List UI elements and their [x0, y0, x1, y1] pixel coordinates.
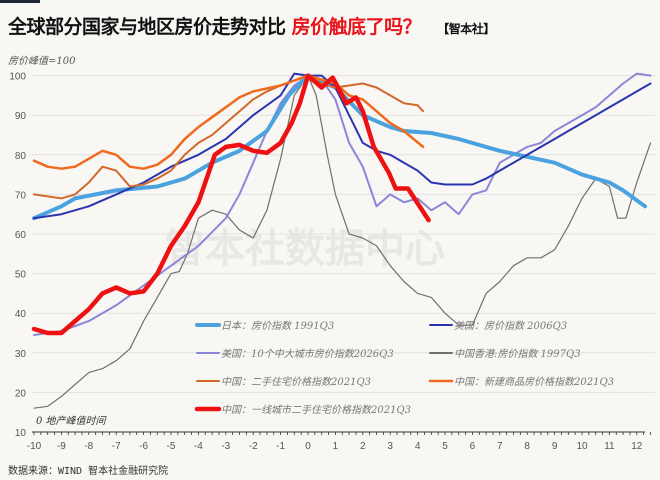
series-line-3: [33, 75, 652, 409]
legend-label: 美国：10个中大城市房价指数2026Q3: [221, 348, 394, 360]
y-tick-label: 40: [15, 309, 27, 320]
x-tick-label: 5: [442, 441, 448, 452]
x-tick-label: 8: [524, 441, 530, 452]
legend-label: 中国香港:房价指数 1997Q3: [454, 348, 581, 360]
series-line-6: [31, 73, 431, 336]
legend-label: 中国：二手住宅价格指数2021Q3: [221, 376, 371, 388]
x-tick-label: 4: [415, 441, 421, 452]
x-axis-note: 0 地产峰值时间: [36, 415, 108, 427]
x-tick-label: 7: [497, 441, 503, 452]
x-tick-label: 9: [552, 441, 558, 452]
x-tick-label: -8: [84, 441, 93, 452]
x-tick-label: 10: [576, 441, 588, 452]
x-tick-label: 12: [631, 441, 643, 452]
x-tick-label: -3: [221, 441, 230, 452]
x-tick-label: -9: [57, 441, 66, 452]
y-tick-label: 10: [15, 428, 27, 439]
title-highlight: 房价触底了吗？: [291, 16, 422, 38]
y-tick-label: 60: [15, 230, 27, 241]
x-tick-label: 6: [470, 441, 476, 452]
y-tick-label: 100: [9, 72, 26, 83]
y-tick-label: 20: [15, 388, 27, 399]
legend-label: 中国：一线城市二手住宅价格指数2021Q3: [221, 404, 411, 416]
x-tick-label: -5: [167, 441, 176, 452]
top-accent-bar: [0, 0, 40, 3]
legend-label: 美国：房价指数 2006Q3: [454, 320, 567, 332]
x-tick-label: 1: [333, 441, 339, 452]
title-tag: 【智本社】: [437, 22, 495, 36]
y-tick-label: 80: [15, 151, 27, 162]
y-tick-label: 30: [15, 349, 27, 360]
y-tick-label: 70: [15, 190, 27, 201]
x-tick-label: 3: [387, 441, 393, 452]
data-source: 数据来源：WIND 智本社金融研究院: [8, 466, 169, 477]
x-tick-label: -10: [27, 441, 42, 452]
title-main: 全球部分国家与地区房价走势对比: [8, 16, 286, 38]
y-tick-label: 50: [15, 270, 27, 281]
x-tick-label: 0: [305, 441, 311, 452]
y-tick-label: 90: [15, 111, 27, 122]
series-line-4: [33, 74, 425, 200]
x-tick-label: -4: [194, 441, 203, 452]
x-tick-label: -7: [112, 441, 121, 452]
x-tick-label: 11: [604, 441, 615, 452]
series-line-1: [33, 72, 652, 220]
chart-title: 全球部分国家与地区房价走势对比 房价触底了吗？ 【智本社】: [8, 12, 495, 39]
y-axis-unit-label: 房价峰值=100: [8, 56, 76, 67]
x-tick-label: -1: [276, 441, 285, 452]
watermark: 智本社数据中心: [165, 226, 445, 272]
x-tick-label: -2: [249, 441, 258, 452]
series-line-2: [33, 72, 652, 336]
legend-label: 中国：新建商品房价格指数2021Q3: [454, 376, 614, 388]
x-tick-label: 2: [360, 441, 366, 452]
x-tick-label: -6: [139, 441, 148, 452]
legend-label: 日本：房价指数 1991Q3: [221, 320, 334, 332]
